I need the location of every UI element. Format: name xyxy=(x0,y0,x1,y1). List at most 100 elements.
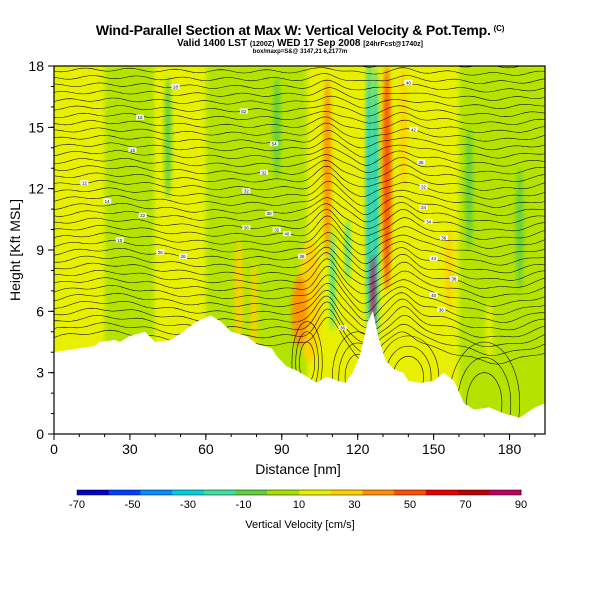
colorbar-segment xyxy=(77,490,110,495)
contour-label: 38 xyxy=(451,277,457,282)
contour-label: 18 xyxy=(130,148,136,153)
velocity-column xyxy=(485,301,494,363)
subtitle-zulu: (1200Z) xyxy=(249,41,275,48)
velocity-column xyxy=(465,127,473,250)
colorbar-segment xyxy=(140,490,173,495)
colorbar-tick-label: -70 xyxy=(69,499,85,511)
theta-contour-line xyxy=(54,95,545,109)
contour-label-box xyxy=(439,235,448,241)
contour-label: 18 xyxy=(173,84,179,89)
y-tick-label: 0 xyxy=(36,426,44,442)
contour-label-box xyxy=(242,225,251,231)
theta-contour-line xyxy=(54,289,545,331)
contour-label-box xyxy=(138,212,147,218)
contour-label-box xyxy=(103,198,112,204)
contour-label-box xyxy=(156,249,165,255)
contour-label-box xyxy=(429,255,438,261)
colorbar-segment xyxy=(457,490,490,495)
contour-label-box xyxy=(419,204,428,210)
contour-label: 32 xyxy=(421,185,427,190)
y-axis-label: Height [Kft MSL] xyxy=(7,199,23,301)
contour-label: 40 xyxy=(284,232,290,237)
theta-contour-line xyxy=(54,104,545,117)
contour-label: 36 xyxy=(418,160,424,165)
contour-label: 36 xyxy=(244,226,250,231)
x-tick-label: 90 xyxy=(274,441,290,457)
colorbar-segment xyxy=(108,490,141,495)
colorbar-segment xyxy=(489,490,522,495)
field-band xyxy=(458,66,545,434)
contour-label-box xyxy=(239,108,248,114)
terrain-mask xyxy=(54,311,545,434)
chart-title-text: Wind-Parallel Section at Max W: Vertical… xyxy=(95,22,491,38)
contour-label: 26 xyxy=(158,250,164,255)
contour-label: 54 xyxy=(272,142,278,147)
theta-contour-line xyxy=(54,189,545,216)
contour-label: 32 xyxy=(274,228,280,233)
velocity-column xyxy=(429,86,438,210)
x-axis-label: Distance [nm] xyxy=(255,461,341,477)
theta-contour-line xyxy=(54,258,545,298)
theta-contour-line xyxy=(361,66,521,69)
theta-contour-line xyxy=(54,301,545,347)
subtitle-valid: Valid 1400 LST xyxy=(176,38,248,49)
y-tick-label: 18 xyxy=(28,58,44,74)
contour-label-box xyxy=(260,169,269,175)
chart-subtitle: Valid 1400 LST (1200Z) WED 17 Sep 2008 [… xyxy=(0,38,600,49)
theta-contour-line xyxy=(54,79,545,93)
contour-label: 36 xyxy=(441,236,447,241)
contour-label: 40 xyxy=(406,80,412,85)
theta-contours xyxy=(54,66,545,434)
colorbar-tick-label: 50 xyxy=(404,499,416,511)
contour-label-box xyxy=(429,292,438,298)
colorbar-frame xyxy=(76,489,522,496)
y-tick-label: 12 xyxy=(28,181,44,197)
contour-label-box xyxy=(115,237,124,243)
colorbar-label: Vertical Velocity [cm/s] xyxy=(245,519,354,531)
contour-label-box xyxy=(270,141,279,147)
contour-label-box xyxy=(409,126,418,132)
contour-label-box xyxy=(128,147,137,153)
theta-contour-line xyxy=(54,266,545,307)
colorbar-tick-label: 90 xyxy=(515,499,527,511)
x-tick-label: 0 xyxy=(50,441,58,457)
velocity-column xyxy=(382,66,392,291)
theta-contour-line xyxy=(54,308,545,356)
theta-contour-line xyxy=(54,283,545,323)
contour-label-box xyxy=(282,231,291,237)
colorbar-segment xyxy=(172,490,205,495)
chart-subtitle-2: box/maxp=S&@ 3147,21 6,2177m xyxy=(252,49,348,55)
contour-label: 14 xyxy=(105,199,111,204)
contour-label: 10 xyxy=(117,238,123,243)
contour-label: 36 xyxy=(300,254,306,259)
theta-contour-line xyxy=(54,209,545,240)
colorbar-segment xyxy=(394,490,427,495)
colorbar-segment xyxy=(267,490,300,495)
theta-contour-line xyxy=(54,111,545,125)
subtitle-forecast: [24hrFcst@1740z] xyxy=(363,41,424,48)
theta-contour-loop xyxy=(466,372,503,434)
contour-label: 52 xyxy=(241,109,247,114)
theta-contour-line xyxy=(54,172,545,200)
theta-contour-line xyxy=(54,87,545,101)
contour-label: 26 xyxy=(181,254,187,259)
contour-label-box xyxy=(136,114,145,120)
y-tick-label: 15 xyxy=(28,119,44,135)
theta-contour-line xyxy=(54,165,545,191)
colorbar-segment xyxy=(203,490,237,495)
theta-contour-line xyxy=(54,73,545,84)
chart-title-mark: (C) xyxy=(493,24,505,33)
colorbar-tick-label: 10 xyxy=(293,499,305,511)
colorbar-tick-label: -30 xyxy=(180,499,196,511)
velocity-column xyxy=(365,66,373,342)
y-tick-label: 3 xyxy=(36,365,44,381)
contour-label-box xyxy=(416,159,425,165)
theta-contour-line xyxy=(54,122,545,142)
theta-contour-line xyxy=(54,252,545,289)
contour-label: 12 xyxy=(82,181,88,186)
theta-contour-line xyxy=(54,181,545,208)
theta-contour-line xyxy=(54,160,545,182)
contour-label-box xyxy=(298,253,307,259)
